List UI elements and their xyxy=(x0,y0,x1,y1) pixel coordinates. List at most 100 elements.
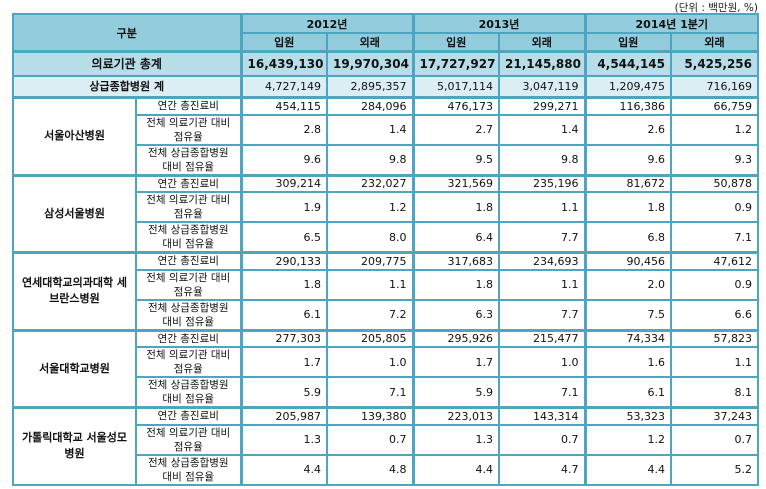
header-inpatient: 입원 xyxy=(411,32,500,53)
cell: 9.8 xyxy=(498,143,586,176)
cell: 4.8 xyxy=(326,453,414,486)
hospital-name: 서울대학교병원 xyxy=(12,328,137,409)
cell: 139,380 xyxy=(326,406,414,426)
cell: 4.4 xyxy=(239,453,328,486)
cell: 295,926 xyxy=(411,328,500,348)
row-label: 전체 의료기관 대비 점유율 xyxy=(135,268,242,301)
cell: 716,169 xyxy=(670,74,759,99)
cell: 116,386 xyxy=(583,96,672,116)
header-year-2014q1: 2014년 1분기 xyxy=(583,13,759,34)
table-row: 가톨릭대학교 서울성모병원 연간 총진료비 205,987 139,380 223,01… xyxy=(12,406,759,486)
cell: 1.0 xyxy=(498,346,586,378)
cell: 299,271 xyxy=(498,96,586,116)
table-row: 서울아산병원 연간 총진료비 454,115 284,096 476,173 299,27… xyxy=(12,96,759,176)
unit-label: (단위 : 백만원, %) xyxy=(674,2,758,14)
cell: 1.6 xyxy=(583,346,672,378)
total-row: 의료기관 총계 16,439,130 19,970,304 17,727,927… xyxy=(12,50,759,77)
cell: 7.2 xyxy=(326,298,414,331)
cell: 5.9 xyxy=(239,376,328,409)
table-row: 서울대학교병원 연간 총진료비 277,303 205,805 295,926 215,4… xyxy=(12,328,759,409)
header-outpatient: 외래 xyxy=(498,32,586,53)
cell: 1.8 xyxy=(583,191,672,223)
cell: 0.7 xyxy=(326,423,414,456)
cell: 309,214 xyxy=(239,173,328,193)
cell: 50,878 xyxy=(670,173,759,193)
cell: 47,612 xyxy=(670,251,759,271)
cell: 5,017,114 xyxy=(411,74,500,99)
row-label: 연간 총진료비 xyxy=(135,328,242,348)
cell: 1.1 xyxy=(498,268,586,301)
table-row: 전체 의료기관 대비 점유율 1.9 1.2 1.8 1.1 1.8 0.9 xyxy=(13,191,759,223)
header-outpatient: 외래 xyxy=(326,32,414,53)
cell: 6.3 xyxy=(411,298,500,331)
cell: 0.7 xyxy=(670,423,759,456)
header-category: 구분 xyxy=(12,13,242,53)
cell: 215,477 xyxy=(498,328,586,348)
cell: 277,303 xyxy=(239,328,328,348)
cell: 6.8 xyxy=(583,221,672,254)
tertiary-row: 상급종합병원 계 4,727,149 2,895,357 5,017,114 3… xyxy=(12,74,759,99)
cell: 2,895,357 xyxy=(326,74,414,99)
cell: 0.7 xyxy=(498,423,586,456)
row-label: 전체 의료기관 대비 점유율 xyxy=(135,191,242,223)
cell: 7.7 xyxy=(498,221,586,254)
cell: 7.1 xyxy=(498,376,586,409)
row-label: 연간 총진료비 xyxy=(135,406,242,426)
table-row: 전체 의료기관 대비 점유율 2.8 1.4 2.7 1.4 2.6 1.2 xyxy=(13,113,759,146)
table-row: 전체 상급종합병원 대비 점유율 5.9 7.1 5.9 7.1 6.1 8.1 xyxy=(13,376,759,409)
cell: 1.4 xyxy=(326,113,414,146)
row-label: 전체 의료기관 대비 점유율 xyxy=(135,423,242,456)
cell: 205,987 xyxy=(239,406,328,426)
cell: 1.9 xyxy=(239,191,328,223)
cell: 2.7 xyxy=(411,113,500,146)
cell: 7.5 xyxy=(583,298,672,331)
cell: 232,027 xyxy=(326,173,414,193)
cell: 4.4 xyxy=(583,453,672,486)
header-year-2013: 2013년 xyxy=(411,13,586,34)
row-label: 연간 총진료비 xyxy=(135,96,242,116)
cell: 1.2 xyxy=(326,191,414,223)
row-label: 전체 상급종합병원 대비 점유율 xyxy=(135,143,242,176)
cell: 4.7 xyxy=(498,453,586,486)
table-row: 전체 상급종합병원 대비 점유율 4.4 4.8 4.4 4.7 4.4 5.2 xyxy=(13,453,759,486)
cell: 17,727,927 xyxy=(411,50,500,77)
row-label: 전체 상급종합병원 대비 점유율 xyxy=(135,298,242,331)
cell: 205,805 xyxy=(326,328,414,348)
cell: 1.1 xyxy=(498,191,586,223)
cell: 5.2 xyxy=(670,453,759,486)
cell: 2.8 xyxy=(239,113,328,146)
header-outpatient: 외래 xyxy=(670,32,759,53)
cell: 9.3 xyxy=(670,143,759,176)
cell: 9.6 xyxy=(583,143,672,176)
cell: 321,569 xyxy=(411,173,500,193)
row-label: 전체 상급종합병원 대비 점유율 xyxy=(135,376,242,409)
cell: 476,173 xyxy=(411,96,500,116)
cell: 6.1 xyxy=(583,376,672,409)
header-year-2012: 2012년 xyxy=(239,13,414,34)
medical-cost-table: 구분 2012년 2013년 2014년 1분기 입원 외래 입원 외래 입원 … xyxy=(12,13,759,486)
cell: 1.4 xyxy=(498,113,586,146)
cell: 7.7 xyxy=(498,298,586,331)
cell: 1.7 xyxy=(239,346,328,378)
total-label: 의료기관 총계 xyxy=(12,50,242,77)
hospital-name: 가톨릭대학교 서울성모병원 xyxy=(12,406,137,486)
cell: 0.9 xyxy=(670,191,759,223)
cell: 209,775 xyxy=(326,251,414,271)
cell: 57,823 xyxy=(670,328,759,348)
table-row: 연세대학교의과대학 세브란스병원 연간 총진료비 290,133 209,775 317… xyxy=(12,251,759,331)
row-label: 연간 총진료비 xyxy=(135,173,242,193)
cell: 143,314 xyxy=(498,406,586,426)
cell: 37,243 xyxy=(670,406,759,426)
cell: 1.2 xyxy=(583,423,672,456)
row-label: 전체 의료기관 대비 점유율 xyxy=(135,346,242,378)
cell: 3,047,119 xyxy=(498,74,586,99)
row-label: 전체 의료기관 대비 점유율 xyxy=(135,113,242,146)
table-row: 삼성서울병원 연간 총진료비 309,214 232,027 321,569 235,19… xyxy=(12,173,759,254)
cell: 6.5 xyxy=(239,221,328,254)
cell: 454,115 xyxy=(239,96,328,116)
cell: 223,013 xyxy=(411,406,500,426)
cell: 1.8 xyxy=(411,191,500,223)
cell: 6.1 xyxy=(239,298,328,331)
hospital-name: 삼성서울병원 xyxy=(12,173,137,254)
cell: 235,196 xyxy=(498,173,586,193)
